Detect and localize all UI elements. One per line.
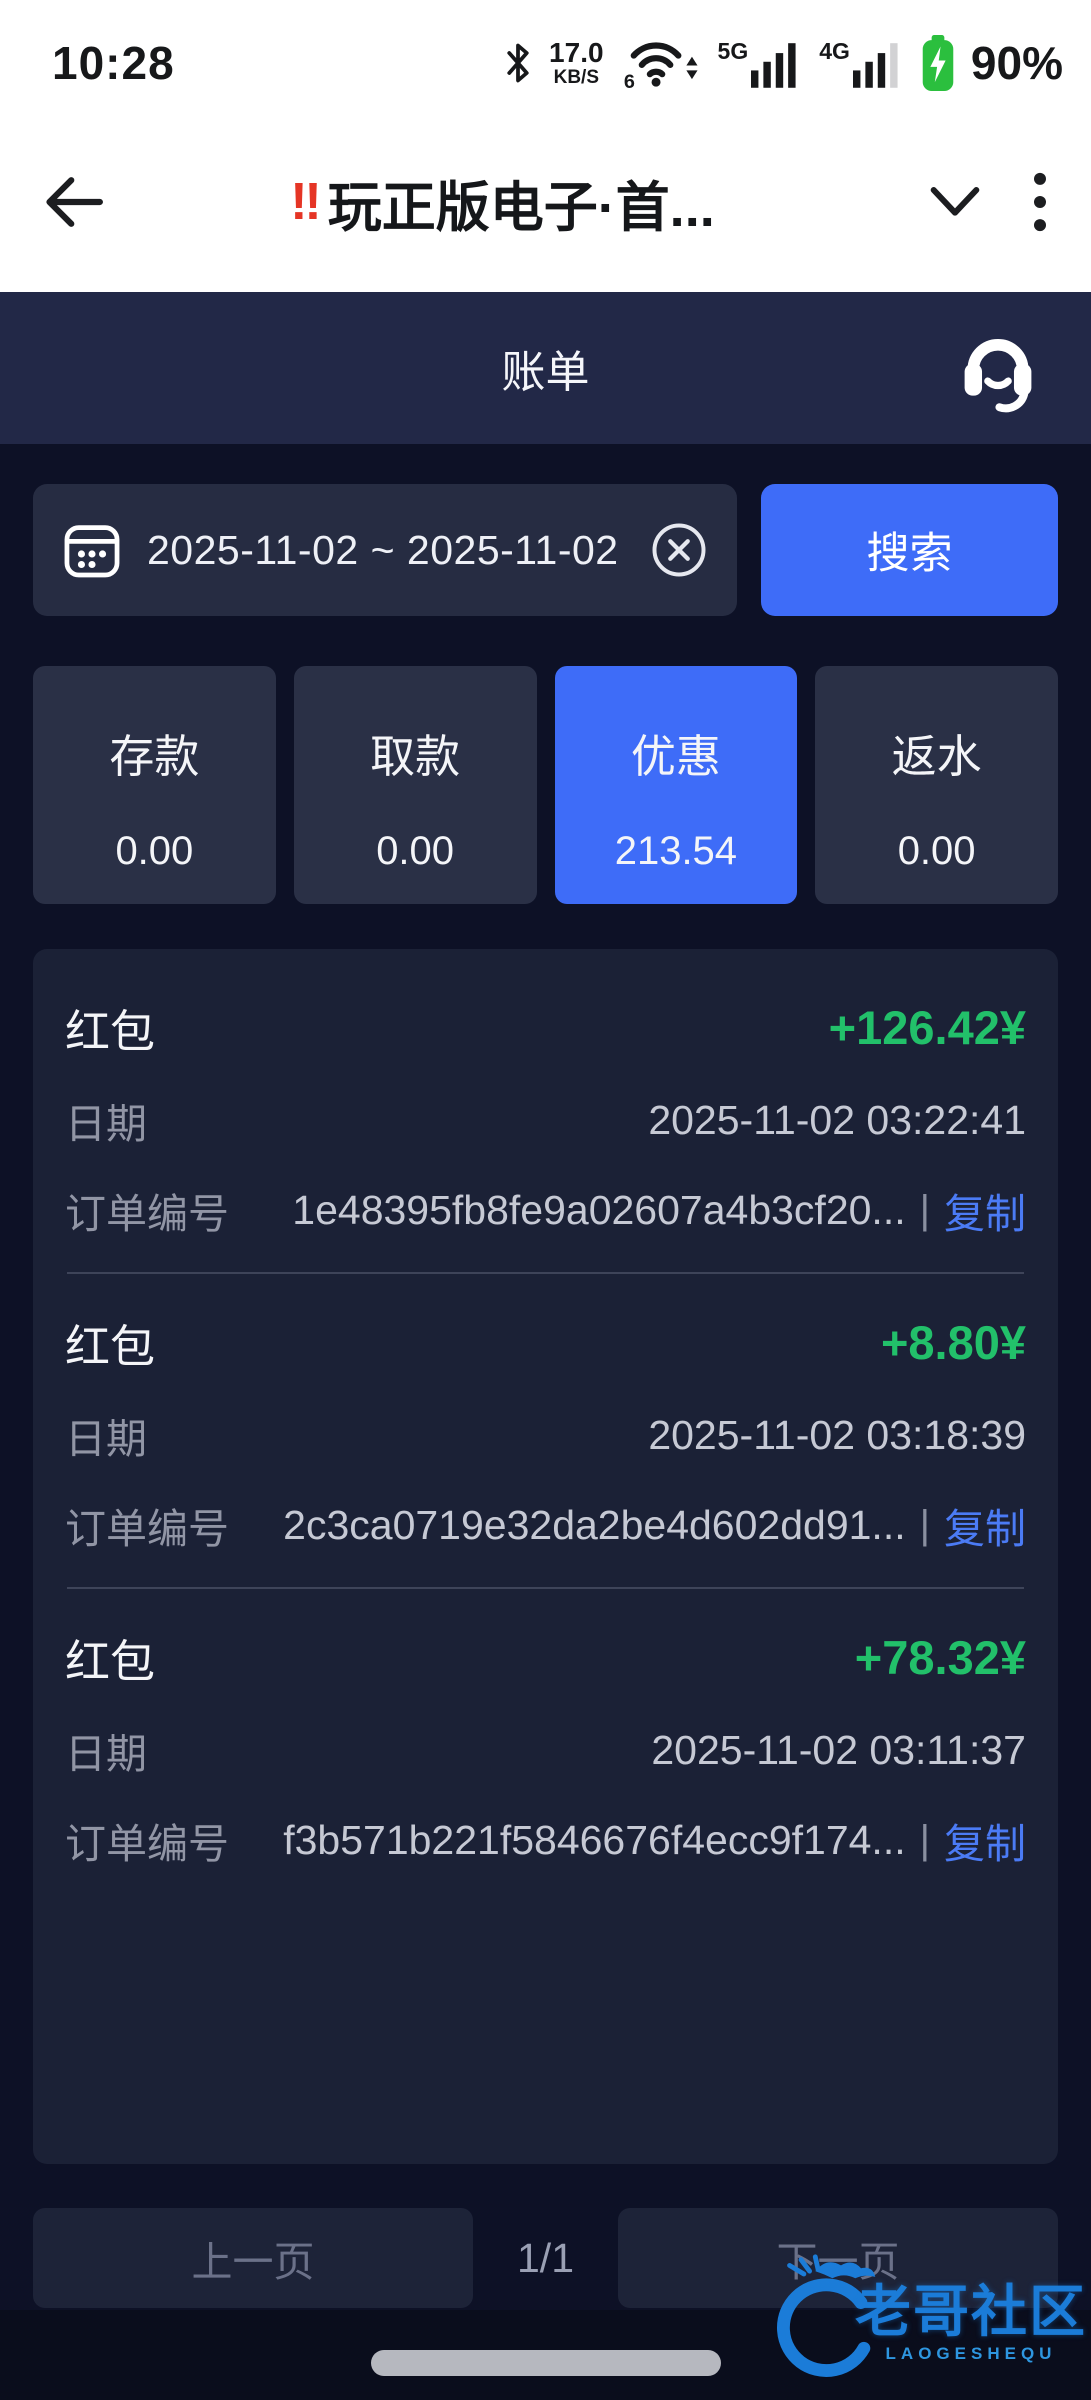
app-header: 账单: [0, 292, 1091, 444]
transaction-item: 红包 +8.80¥ 日期 2025-11-02 03:18:39 订单编号 2c…: [63, 1274, 1028, 1587]
collapse-chevron-button[interactable]: [929, 186, 981, 218]
date-label: 日期: [65, 1731, 147, 1777]
bluetooth-icon: [503, 41, 533, 85]
transaction-amount: +78.32¥: [854, 1631, 1026, 1684]
status-icons: 17.0 KB/S 6 5G: [503, 35, 1063, 91]
gesture-bar-handle[interactable]: [370, 2350, 721, 2376]
date-value: 2025-11-02 03:22:41: [648, 1096, 1026, 1143]
order-id: 2c3ca0719e32da2be4d602dd91...: [283, 1501, 906, 1548]
separator: |: [919, 1187, 930, 1232]
battery-icon: [921, 35, 955, 91]
copy-link[interactable]: 复制: [944, 1191, 1026, 1237]
transaction-item: 红包 +78.32¥ 日期 2025-11-02 03:11:37 订单编号 f…: [63, 1589, 1028, 1902]
copy-link[interactable]: 复制: [944, 1821, 1026, 1867]
transaction-type: 红包: [65, 1321, 156, 1372]
browser-toolbar: ‼ 玩正版电子·首...: [0, 112, 1091, 292]
separator: |: [919, 1502, 930, 1547]
transaction-list: 红包 +126.42¥ 日期 2025-11-02 03:22:41 订单编号 …: [33, 949, 1058, 2164]
battery-percent: 90%: [970, 37, 1063, 89]
date-value: 2025-11-02 03:18:39: [648, 1411, 1026, 1458]
order-id: 1e48395fb8fe9a02607a4b3cf20...: [292, 1186, 906, 1233]
transaction-amount: +8.80¥: [880, 1316, 1026, 1369]
divider: [67, 1587, 1024, 1589]
next-page-button[interactable]: 下一页: [618, 2208, 1058, 2308]
order-label: 订单编号: [65, 1506, 229, 1552]
wifi-icon: 6: [620, 37, 702, 89]
filter-row: 2025-11-02 ~ 2025-11-02 搜索: [33, 484, 1058, 616]
system-nav-bar: [0, 2310, 1091, 2400]
search-button[interactable]: 搜索: [761, 484, 1058, 616]
signal-5g: 5G: [718, 38, 804, 88]
card-withdraw[interactable]: 取款 0.00: [293, 666, 537, 904]
customer-service-headset-icon[interactable]: [957, 323, 1039, 413]
date-label: 日期: [65, 1416, 147, 1462]
order-label: 订单编号: [65, 1191, 229, 1237]
page-title: ‼ 玩正版电子·首...: [104, 163, 901, 242]
transaction-type: 红包: [65, 1636, 156, 1687]
pagination: 上一页 1/1 下一页: [33, 2208, 1058, 2308]
date-value: 2025-11-02 03:11:37: [651, 1726, 1026, 1773]
card-deposit[interactable]: 存款 0.00: [33, 666, 276, 904]
separator: |: [919, 1817, 930, 1862]
status-bar: 10:28 17.0 KB/S 6: [0, 0, 1091, 112]
menu-kebab-button[interactable]: [1033, 172, 1047, 232]
transaction-item: 红包 +126.42¥ 日期 2025-11-02 03:22:41 订单编号 …: [63, 959, 1028, 1272]
back-button[interactable]: [44, 176, 104, 228]
network-speed: 17.0 KB/S: [549, 37, 604, 88]
page-indicator: 1/1: [517, 2234, 574, 2281]
page-title-text: 玩正版电子·首...: [327, 177, 715, 238]
date-range-value: 2025-11-02 ~ 2025-11-02: [147, 526, 619, 573]
transaction-type: 红包: [65, 1006, 156, 1057]
calendar-icon: [63, 521, 121, 579]
prev-page-button[interactable]: 上一页: [33, 2208, 473, 2308]
date-range-input[interactable]: 2025-11-02 ~ 2025-11-02: [33, 484, 737, 616]
alert-badge: ‼: [290, 173, 321, 231]
summary-cards: 存款 0.00 取款 0.00 优惠 213.54 返水 0.00: [33, 666, 1058, 904]
app-header-title: 账单: [501, 348, 590, 397]
status-time: 10:28: [52, 37, 175, 89]
card-rebate[interactable]: 返水 0.00: [815, 666, 1058, 904]
signal-4g: 4G: [819, 38, 905, 88]
clear-date-icon[interactable]: [651, 522, 707, 578]
card-bonus[interactable]: 优惠 213.54: [554, 666, 798, 904]
copy-link[interactable]: 复制: [944, 1506, 1026, 1552]
divider: [67, 1272, 1024, 1274]
order-label: 订单编号: [65, 1821, 229, 1867]
date-label: 日期: [65, 1101, 147, 1147]
transaction-amount: +126.42¥: [828, 1001, 1026, 1054]
content: 2025-11-02 ~ 2025-11-02 搜索 存款 0.00 取款 0: [0, 444, 1091, 2308]
order-id: f3b571b221f5846676f4ecc9f174...: [283, 1816, 906, 1863]
svg-text:6: 6: [623, 71, 634, 89]
